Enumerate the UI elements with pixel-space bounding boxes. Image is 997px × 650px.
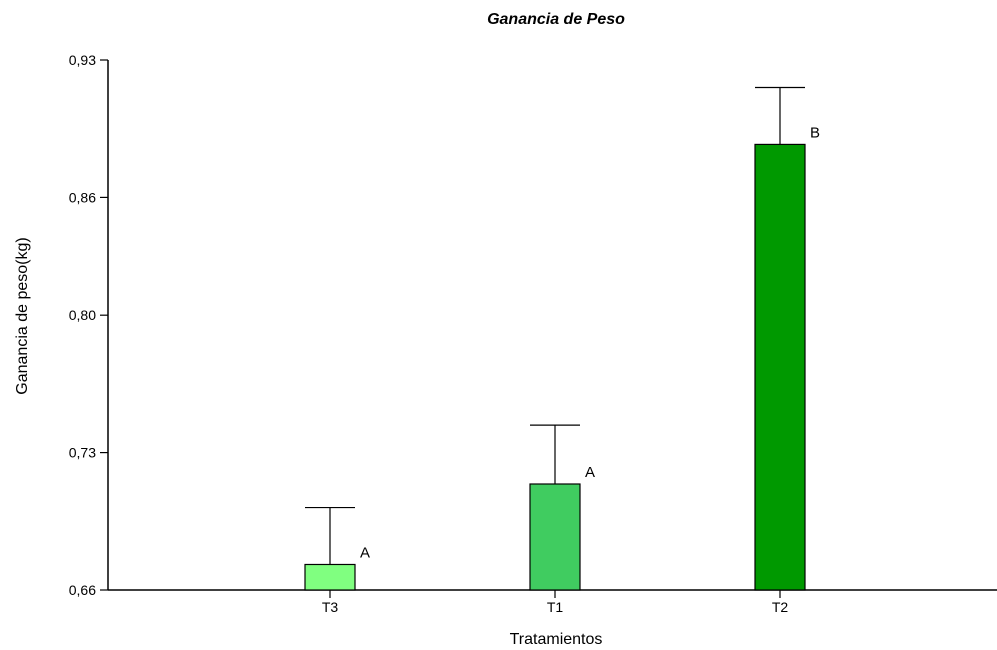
x-tick-label: T2	[772, 599, 789, 615]
y-axis-ticks: 0,66 0,73 0,80 0,86 0,93	[69, 52, 108, 598]
x-tick-label: T1	[547, 599, 564, 615]
x-axis-ticks: T3 T1 T2	[322, 590, 789, 615]
y-tick-label: 0,80	[69, 307, 96, 323]
y-tick-label: 0,93	[69, 52, 96, 68]
x-tick-label: T3	[322, 599, 339, 615]
x-axis-label: Tratamientos	[510, 631, 603, 648]
group-letter-label: A	[360, 544, 370, 561]
y-axis-label: Ganancia de peso(kg)	[14, 237, 31, 394]
bar	[754, 143, 806, 591]
bar	[529, 483, 581, 591]
bars-group: A A B	[304, 86, 820, 591]
group-letter-label: B	[810, 124, 820, 141]
chart-title: Ganancia de Peso	[487, 11, 625, 28]
y-tick-label: 0,66	[69, 582, 96, 598]
y-tick-label: 0,73	[69, 445, 96, 461]
bar	[304, 563, 356, 591]
y-tick-label: 0,86	[69, 189, 96, 205]
group-letter-label: A	[585, 464, 595, 481]
